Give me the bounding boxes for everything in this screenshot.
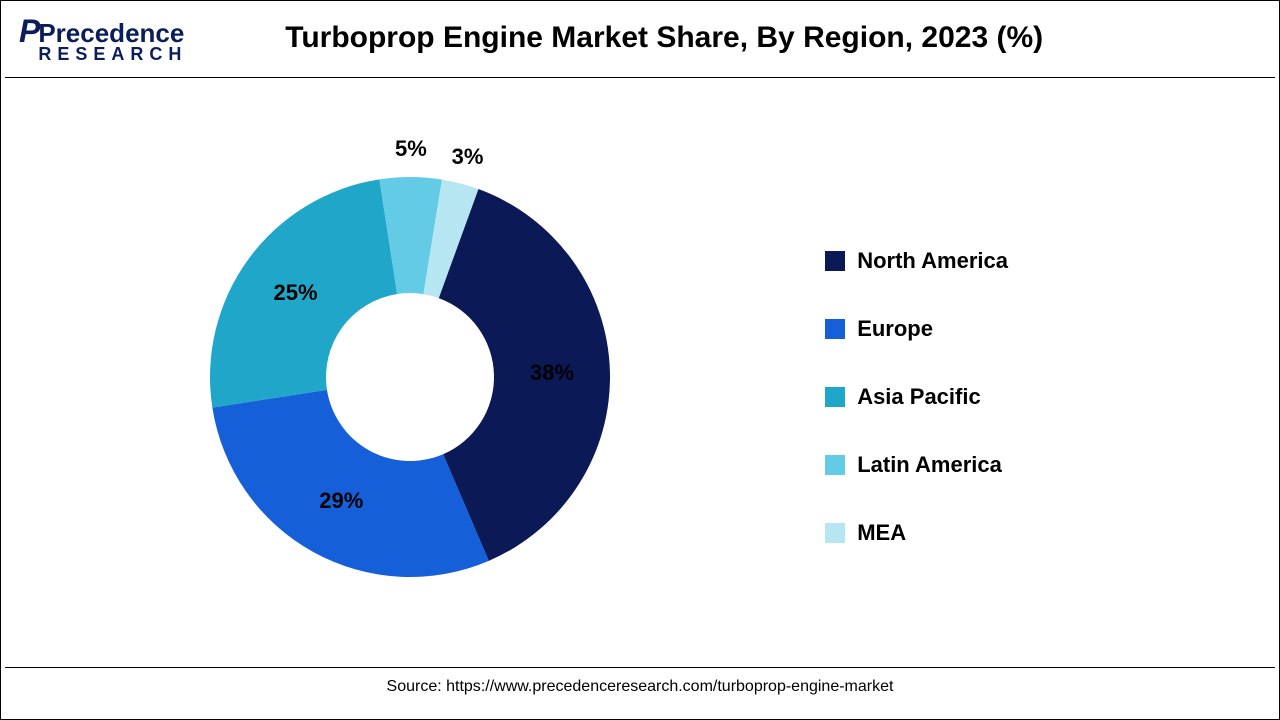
logo-top: Precedence (38, 21, 187, 46)
legend-swatch-icon (825, 251, 845, 271)
slice-label: 5% (395, 136, 427, 162)
legend-label: Asia Pacific (857, 384, 981, 410)
legend-label: Europe (857, 316, 933, 342)
slice-label: 25% (273, 280, 317, 306)
donut-chart: 38%29%25%5%3% (190, 157, 630, 597)
source-line: Source: https://www.precedenceresearch.c… (5, 668, 1275, 696)
legend-swatch-icon (825, 319, 845, 339)
legend-swatch-icon (825, 455, 845, 475)
legend-item: MEA (825, 520, 1245, 546)
legend-swatch-icon (825, 523, 845, 543)
legend: North America Europe Asia Pacific Latin Ame… (785, 208, 1245, 546)
legend-label: North America (857, 248, 1008, 274)
chart-body: 38% 29% 25% 5% 3% North America Europe Asia Pa… (5, 78, 1275, 668)
page-title: Turboprop Engine Market Share, By Region… (187, 21, 1261, 55)
legend-item: Asia Pacific (825, 384, 1245, 410)
legend-swatch-icon (825, 387, 845, 407)
legend-label: MEA (857, 520, 906, 546)
legend-item: North America (825, 248, 1245, 274)
slice-label: 38% (530, 360, 574, 386)
logo-mark-icon: P (19, 13, 40, 50)
slice-label: 29% (319, 488, 363, 514)
donut-slice (212, 390, 488, 577)
logo-bottom: RESEARCH (38, 46, 187, 63)
card-frame: P Precedence RESEARCH Turboprop Engine M… (0, 0, 1280, 720)
chart-zone: 38% 29% 25% 5% 3% (35, 98, 785, 657)
slice-label: 3% (452, 144, 484, 170)
legend-label: Latin America (857, 452, 1002, 478)
logo: P Precedence RESEARCH (19, 13, 187, 63)
legend-item: Latin America (825, 452, 1245, 478)
legend-item: Europe (825, 316, 1245, 342)
header-row: P Precedence RESEARCH Turboprop Engine M… (5, 5, 1275, 78)
logo-text: Precedence RESEARCH (38, 21, 187, 63)
